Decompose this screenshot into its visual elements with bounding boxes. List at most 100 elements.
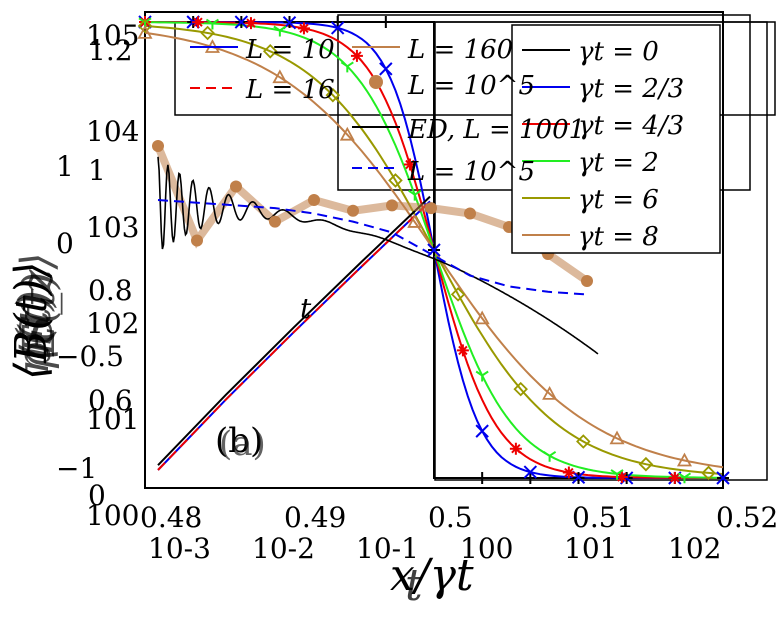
y-axis-label-0: ⟨B(t)⟩ — [6, 261, 57, 380]
x-tick-log-1: 10-2 — [252, 532, 315, 565]
data-point-2-99 — [615, 471, 628, 484]
legend-entry-0: γt = 0 — [578, 37, 659, 67]
legend-entry-4: γt = 6 — [578, 185, 659, 215]
observable-point-5 — [347, 204, 359, 217]
legend-entry-3: γt = 2 — [578, 148, 659, 178]
legend-overlap-text-5: L = 10^5 — [407, 157, 535, 187]
data-point-5-112 — [676, 452, 692, 467]
y-tick-obs-3: 1 — [88, 154, 106, 187]
data-point-1-60 — [427, 243, 441, 257]
data-point-2-88 — [562, 466, 575, 479]
x-axis-label-overlap: t — [405, 560, 423, 611]
data-point-3-98 — [610, 469, 624, 480]
data-point-5-42 — [339, 126, 355, 141]
data-point-4-13 — [200, 25, 215, 41]
legend-box — [511, 24, 721, 254]
observable-point-7 — [425, 202, 437, 215]
legend-overlap-text-2: L = 160 — [407, 35, 513, 65]
data-point-2-66 — [456, 344, 469, 357]
data-point-0-40 — [331, 16, 344, 28]
data-point-1-120 — [716, 471, 730, 485]
legend-overlap: L = 10 L = 16 L = 160 L = 10^5 ED, L = 1… — [190, 35, 585, 187]
legend-box-overlap — [174, 21, 776, 116]
data-point-4-117 — [701, 465, 716, 481]
curve-annotation-t: t — [300, 292, 312, 325]
data-point-3-42 — [340, 61, 354, 73]
data-point-0-70 — [476, 472, 489, 484]
legend-entry-1: γt = 2/3 — [578, 74, 684, 104]
marker-layer — [137, 15, 730, 485]
x-tick-label-4: 0.52 — [716, 501, 778, 534]
data-point-3-28 — [273, 25, 287, 37]
data-point-2-55 — [403, 158, 416, 171]
x-tick-log-2: 10-1 — [356, 532, 419, 565]
legend-overlap-dot — [369, 75, 383, 89]
axes-frame-left — [144, 11, 724, 489]
data-point-5-0 — [137, 24, 153, 39]
data-point-4-52 — [388, 173, 403, 188]
observable-point-6 — [386, 199, 398, 212]
data-point-2-33 — [297, 22, 310, 35]
data-point-3-70 — [475, 370, 489, 382]
oscillation-line — [157, 156, 599, 355]
data-point-3-56 — [408, 189, 422, 201]
data-point-2-44 — [350, 49, 363, 62]
x-tick-log-5: 102 — [668, 532, 721, 565]
data-point-1-80 — [523, 465, 538, 479]
y-tick-log-5: 105 — [86, 19, 139, 52]
data-point-5-84 — [542, 385, 558, 400]
x-tick-log-4: 101 — [564, 532, 617, 565]
x-tick-log-0: 10-3 — [148, 532, 211, 565]
x-axis-label: x/γt — [390, 550, 474, 601]
legend: γt = 0 γt = 2/3 γt = 4/3 γt = 2 γt = 6 γt = 8 — [522, 37, 684, 252]
data-point-4-65 — [450, 287, 466, 302]
panel-label-overlap: (a) — [219, 424, 266, 464]
legend-overlap-text-1: L = 10 — [245, 35, 335, 65]
legend-entry-2: γt = 4/3 — [578, 111, 684, 141]
y-tick-log-0: 100 — [86, 499, 139, 532]
observable-point-4 — [308, 194, 320, 206]
data-point-3-84 — [543, 450, 557, 462]
data-point-1-50 — [379, 62, 393, 76]
observable-point-0 — [152, 140, 164, 152]
y-tick-log-2: 102 — [86, 307, 139, 340]
x-tick-label-1: 0.49 — [284, 501, 346, 534]
y-tick-label-3: 1 — [56, 150, 74, 183]
y-axis-label-2: ρ(t) — [10, 290, 61, 369]
data-point-1-20 — [234, 15, 249, 29]
data-point-2-11 — [191, 16, 204, 29]
y-tick-obs-2: 0.8 — [88, 274, 133, 307]
data-point-2-22 — [244, 17, 257, 30]
x-axis-labels: x/γt t — [390, 550, 474, 611]
growth-line-1 — [157, 200, 431, 471]
y-tick-label-0: −1 — [56, 452, 97, 485]
observable-point-1 — [191, 234, 203, 247]
data-point-3-14 — [205, 18, 219, 30]
data-point-0-80 — [524, 472, 537, 484]
x-tick-log-3: 100 — [460, 532, 513, 565]
y-axis-label-1: n(t) — [8, 294, 59, 374]
data-point-4-26 — [262, 44, 278, 59]
data-point-5-98 — [609, 430, 625, 445]
y-axis-label-4: E(t) — [14, 272, 65, 357]
x-tick-label-2: 0.5 — [428, 501, 473, 534]
data-point-5-56 — [407, 214, 423, 228]
y-tick-log-4: 104 — [86, 115, 139, 148]
data-point-2-110 — [668, 471, 681, 484]
legend-entry-5: γt = 8 — [578, 222, 659, 252]
data-point-5-70 — [474, 310, 490, 325]
data-point-4-91 — [576, 434, 591, 449]
data-point-4-39 — [325, 87, 341, 103]
y-tick-log-3: 103 — [86, 211, 139, 244]
y-axis-labels: ⟨B(t)⟩n(t)ρ(t)⟨S_z⟩E(t) — [6, 252, 65, 380]
observable-point-11 — [581, 275, 593, 287]
y-tick-obs-4: 1.2 — [88, 34, 133, 67]
panel-label: (b) — [215, 421, 263, 461]
data-point-0-50 — [379, 16, 392, 28]
observable-point-2 — [230, 180, 242, 193]
data-point-5-28 — [272, 69, 288, 84]
y-tick-log-1: 101 — [86, 403, 139, 436]
y-tick-obs-1: 0.6 — [88, 384, 133, 417]
